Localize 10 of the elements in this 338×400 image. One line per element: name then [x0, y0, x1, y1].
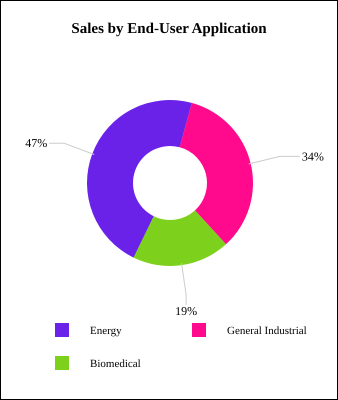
- donut-slice: [180, 102, 253, 244]
- chart-title: Sales by End-User Application: [71, 21, 268, 37]
- data-label: 34%: [302, 149, 324, 164]
- legend-label: General Industrial: [227, 325, 307, 337]
- data-label: 19%: [175, 304, 198, 318]
- legend-label: Biomedical: [90, 358, 141, 370]
- legend-label: Energy: [90, 325, 122, 337]
- donut-slice: [87, 100, 192, 258]
- data-label: 47%: [25, 136, 48, 150]
- donut-slice: [134, 210, 226, 266]
